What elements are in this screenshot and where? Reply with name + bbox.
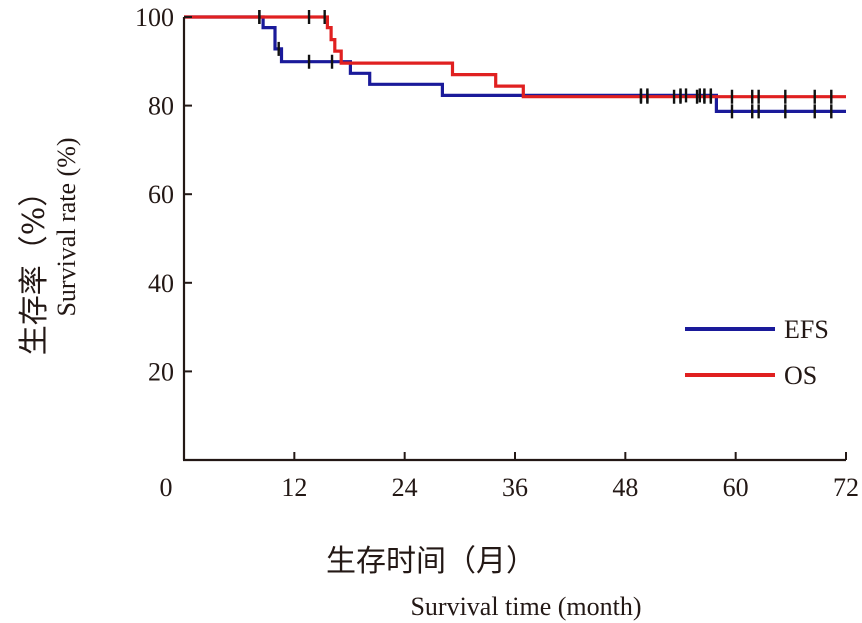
y-tick-label: 60 (148, 180, 174, 209)
y-tick-label: 100 (135, 3, 174, 32)
legend-label-efs: EFS (784, 315, 829, 344)
x-tick-label: 72 (833, 473, 859, 502)
y-tick-label: 80 (148, 92, 174, 121)
x-tick-label: 48 (612, 473, 638, 502)
x-axis-label-cn: 生存时间（月） (326, 544, 536, 579)
legend-label-os: OS (784, 361, 817, 390)
y-axis-label-en: Survival rate (%) (52, 137, 81, 317)
x-tick-label: 24 (392, 473, 418, 502)
x-tick-label: 12 (281, 473, 307, 502)
x-tick-label: 0 (160, 473, 173, 502)
legend: EFS OS (685, 315, 829, 390)
series-line-os (184, 15, 846, 99)
x-tick-label: 60 (723, 473, 749, 502)
x-axis-label-en: Survival time (month) (410, 592, 642, 621)
y-axis-label-cn: 生存率（%） (17, 176, 52, 356)
y-tick-label: 40 (148, 269, 174, 298)
x-tick-label: 36 (502, 473, 528, 502)
y-tick-label: 20 (148, 357, 174, 386)
